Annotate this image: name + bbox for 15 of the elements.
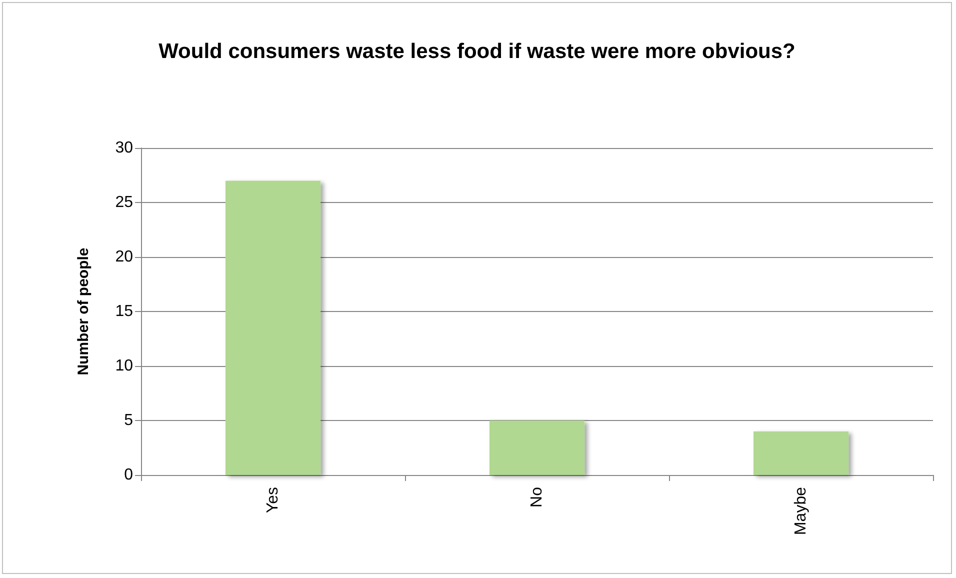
- y-axis-title: Number of people: [75, 248, 92, 376]
- chart-title: Would consumers waste less food if waste were more obvious?: [158, 39, 796, 65]
- y-tick-label: 10: [115, 358, 134, 374]
- bar: [225, 180, 321, 475]
- bar: [753, 431, 849, 475]
- y-tick-label: 25: [115, 194, 134, 211]
- y-tick-label: 15: [115, 303, 134, 320]
- y-tick-label: 30: [115, 140, 134, 156]
- y-tick-label: 5: [124, 412, 134, 429]
- y-tick-label: 20: [115, 248, 134, 266]
- x-tick-label: Yes: [264, 487, 282, 514]
- bar: [489, 420, 585, 475]
- x-tick-label: Maybe: [792, 486, 810, 536]
- y-tick-label: 0: [124, 466, 134, 484]
- x-tick-label: No: [528, 486, 546, 508]
